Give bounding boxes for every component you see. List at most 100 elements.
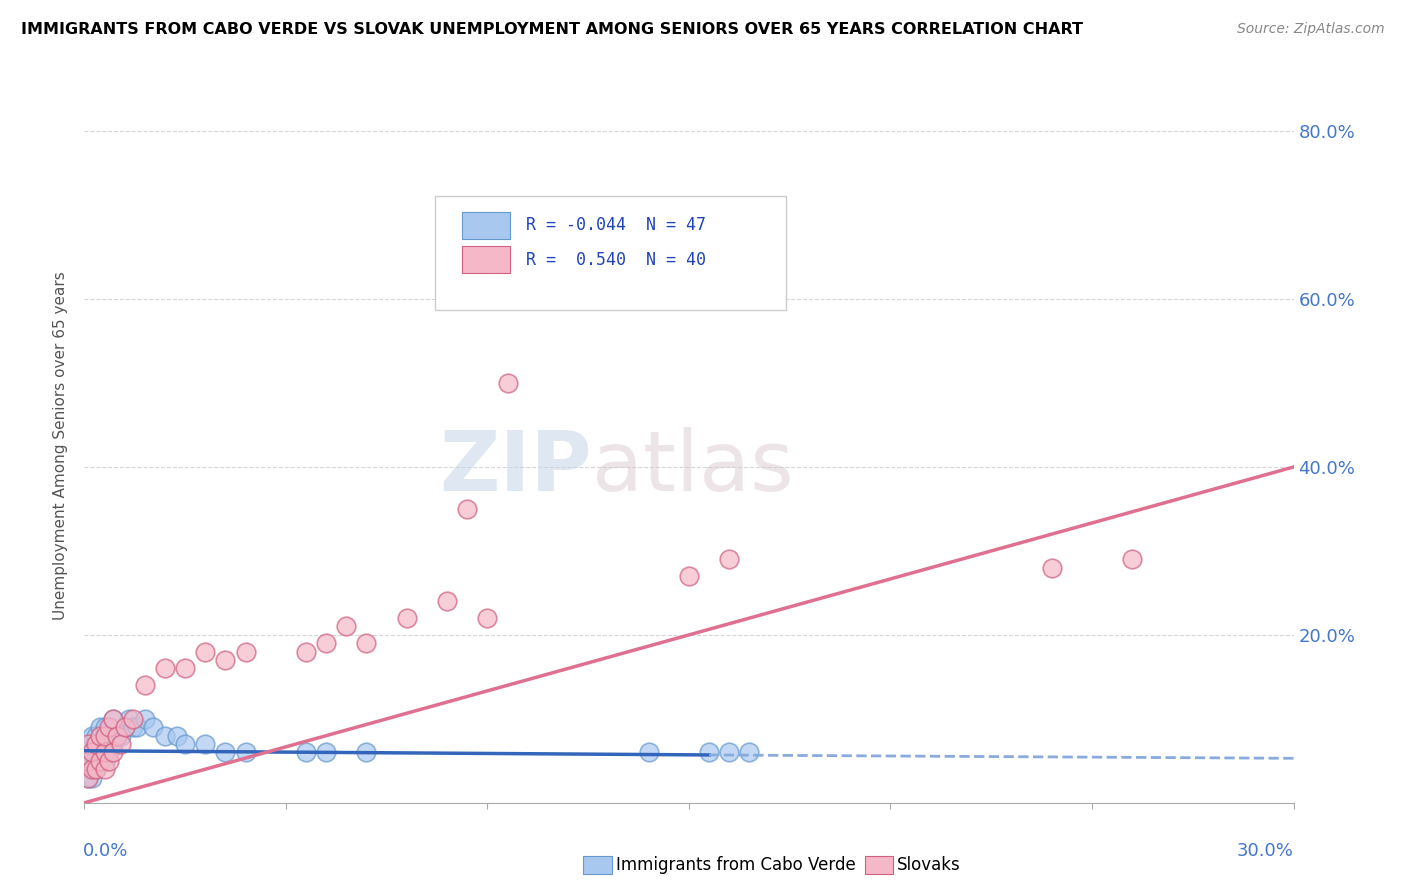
Text: Source: ZipAtlas.com: Source: ZipAtlas.com — [1237, 22, 1385, 37]
Point — [77, 737, 100, 751]
Point — [436, 594, 458, 608]
Text: Slovaks: Slovaks — [897, 856, 960, 874]
Point — [93, 737, 115, 751]
Point — [82, 737, 104, 751]
Point — [86, 737, 108, 751]
Point — [110, 729, 132, 743]
Point — [82, 771, 104, 785]
Point — [97, 754, 120, 768]
Point — [395, 611, 418, 625]
FancyBboxPatch shape — [434, 196, 786, 310]
Text: Immigrants from Cabo Verde: Immigrants from Cabo Verde — [616, 856, 856, 874]
Point — [214, 746, 236, 760]
Point — [97, 746, 120, 760]
Point — [142, 720, 165, 734]
Text: ZIP: ZIP — [440, 427, 592, 508]
Point — [114, 720, 136, 734]
Point — [718, 746, 741, 760]
Point — [153, 661, 176, 675]
Point — [537, 225, 560, 239]
Text: atlas: atlas — [592, 427, 794, 508]
Point — [718, 552, 741, 566]
Point — [82, 762, 104, 776]
Point — [93, 746, 115, 760]
Point — [86, 737, 108, 751]
Point — [315, 636, 337, 650]
Point — [315, 746, 337, 760]
Point — [77, 771, 100, 785]
Point — [97, 729, 120, 743]
Point — [105, 729, 128, 743]
Point — [93, 729, 115, 743]
Point — [235, 746, 257, 760]
Point — [101, 746, 124, 760]
Point — [86, 754, 108, 768]
FancyBboxPatch shape — [461, 246, 510, 273]
Point — [101, 737, 124, 751]
Point — [77, 754, 100, 768]
Point — [496, 376, 519, 390]
Point — [356, 636, 378, 650]
Point — [697, 746, 720, 760]
Point — [738, 746, 761, 760]
Point — [86, 746, 108, 760]
Point — [86, 729, 108, 743]
Point — [295, 645, 318, 659]
Point — [89, 720, 111, 734]
Point — [235, 645, 257, 659]
Point — [134, 678, 156, 692]
Point — [77, 737, 100, 751]
Point — [105, 729, 128, 743]
Point — [356, 746, 378, 760]
Point — [93, 720, 115, 734]
Point — [166, 729, 188, 743]
FancyBboxPatch shape — [461, 212, 510, 239]
Point — [456, 502, 478, 516]
Point — [77, 762, 100, 776]
Point — [82, 754, 104, 768]
Y-axis label: Unemployment Among Seniors over 65 years: Unemployment Among Seniors over 65 years — [53, 272, 69, 620]
Point — [77, 754, 100, 768]
Point — [114, 720, 136, 734]
Point — [194, 645, 217, 659]
Point — [174, 661, 197, 675]
Point — [153, 729, 176, 743]
Point — [93, 754, 115, 768]
Point — [89, 729, 111, 743]
Point — [97, 720, 120, 734]
Text: IMMIGRANTS FROM CABO VERDE VS SLOVAK UNEMPLOYMENT AMONG SENIORS OVER 65 YEARS CO: IMMIGRANTS FROM CABO VERDE VS SLOVAK UNE… — [21, 22, 1083, 37]
Text: 30.0%: 30.0% — [1237, 842, 1294, 860]
Point — [101, 712, 124, 726]
Point — [82, 746, 104, 760]
Point — [678, 569, 700, 583]
Point — [82, 729, 104, 743]
Point — [101, 712, 124, 726]
Point — [335, 619, 357, 633]
Point — [93, 762, 115, 776]
Point — [77, 771, 100, 785]
Text: 0.0%: 0.0% — [83, 842, 128, 860]
Text: R =  0.540  N = 40: R = 0.540 N = 40 — [526, 251, 706, 268]
Point — [121, 720, 143, 734]
Point — [214, 653, 236, 667]
Point — [82, 746, 104, 760]
Point — [121, 712, 143, 726]
Point — [295, 746, 318, 760]
Point — [89, 746, 111, 760]
Point — [194, 737, 217, 751]
Point — [89, 754, 111, 768]
Text: R = -0.044  N = 47: R = -0.044 N = 47 — [526, 217, 706, 235]
Point — [637, 746, 659, 760]
Point — [86, 762, 108, 776]
Point — [110, 737, 132, 751]
Point — [86, 762, 108, 776]
Point — [174, 737, 197, 751]
Point — [1040, 560, 1063, 574]
Point — [118, 712, 141, 726]
Point — [1121, 552, 1143, 566]
Point — [89, 754, 111, 768]
Point — [125, 720, 148, 734]
Point — [134, 712, 156, 726]
Point — [82, 762, 104, 776]
Point — [77, 746, 100, 760]
